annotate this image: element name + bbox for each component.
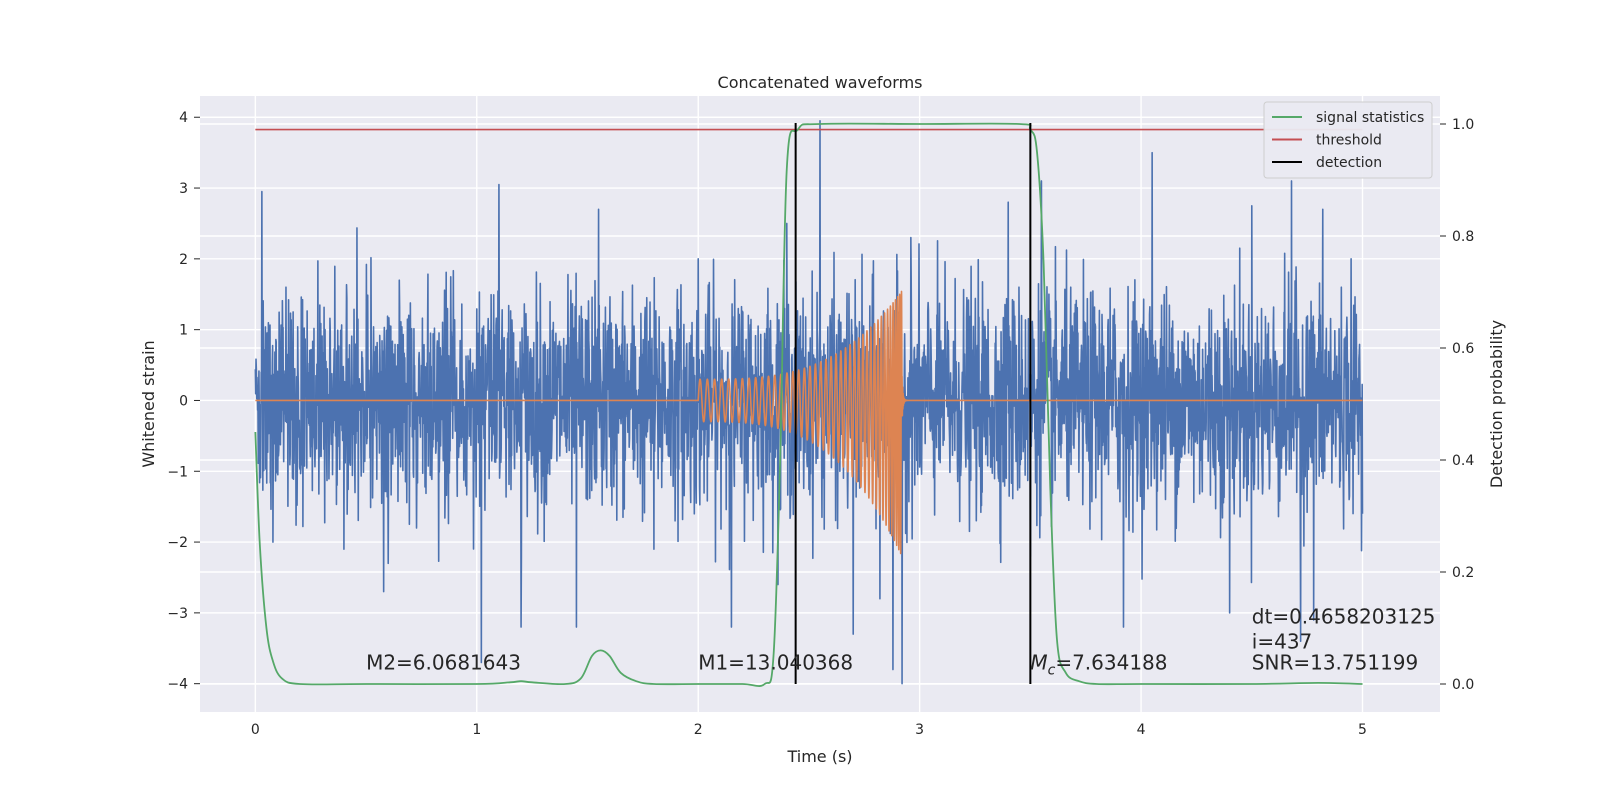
y-tick-label: 2 <box>179 252 188 268</box>
y2-tick-label: 1.0 <box>1452 117 1474 133</box>
annotation-text: M1=13.040368 <box>698 651 853 675</box>
y2-tick-label: 0.0 <box>1452 677 1474 693</box>
annotation-text: M2=6.0681643 <box>366 651 521 675</box>
chart-title: Concatenated waveforms <box>718 73 923 92</box>
x-tick-label: 3 <box>915 722 924 738</box>
x-tick-label: 4 <box>1137 722 1146 738</box>
strain-noise-line <box>254 119 1364 685</box>
x-tick-label: 2 <box>694 722 703 738</box>
x-axis-ticks: 0 1 2 3 4 5 <box>251 722 1367 738</box>
y-tick-label: 4 <box>179 110 188 126</box>
x-tick-label: 0 <box>251 722 260 738</box>
x-tick-label: 1 <box>472 722 481 738</box>
x-tick-label: 5 <box>1358 722 1367 738</box>
annotation-text: SNR=13.751199 <box>1252 651 1418 675</box>
series-layer <box>254 119 1364 687</box>
annotation-text: i=437 <box>1252 629 1313 653</box>
y-tick-label: 0 <box>179 393 188 409</box>
annotations: M2=6.0681643 M1=13.040368 Mc=7.634188 dt=0.… <box>366 604 1435 678</box>
y2-tick-label: 0.8 <box>1452 229 1474 245</box>
y-tick-label: −3 <box>167 606 188 622</box>
y2-tick-label: 0.6 <box>1452 341 1474 357</box>
y2-axis-ticks: 0.0 0.2 0.4 0.6 0.8 1.0 <box>1440 117 1474 693</box>
y-tick-label: −1 <box>167 464 188 480</box>
y-tick-label: 1 <box>179 323 188 339</box>
legend-label: threshold <box>1316 133 1382 149</box>
signal-statistics-line <box>254 122 1363 687</box>
y2-tick-label: 0.4 <box>1452 453 1474 469</box>
y2-tick-label: 0.2 <box>1452 565 1474 581</box>
annotation-text: Mc=7.634188 <box>1030 651 1167 679</box>
legend: signal statistics threshold detection <box>1263 101 1433 179</box>
chirp-waveform-line <box>255 290 1363 555</box>
y-axis-label: Whitened strain <box>139 340 158 467</box>
y-tick-label: −2 <box>167 535 188 551</box>
y-axis-ticks: −4 −3 −2 −1 0 1 2 3 4 <box>167 110 200 693</box>
x-axis-label: Time (s) <box>786 747 852 766</box>
y-tick-label: 3 <box>179 181 188 197</box>
legend-box <box>1263 101 1433 179</box>
legend-label: signal statistics <box>1316 110 1424 126</box>
y-tick-label: −4 <box>167 677 188 693</box>
y2-axis-label: Detection probability <box>1487 320 1506 488</box>
annotation-text: dt=0.4658203125 <box>1252 604 1436 628</box>
legend-label: detection <box>1316 155 1382 171</box>
